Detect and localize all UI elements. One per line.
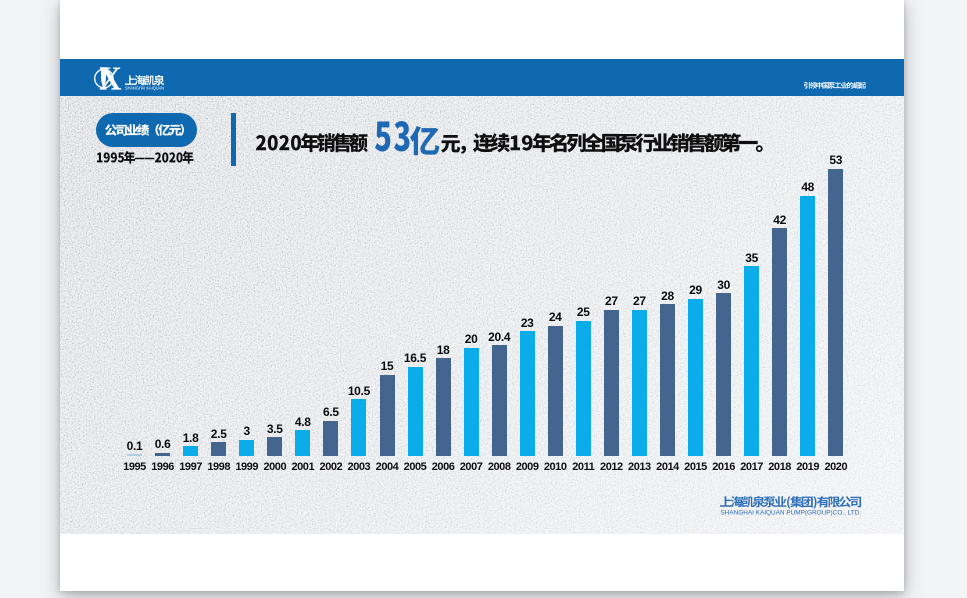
svg-text:SHANGHAI KAIQUAN: SHANGHAI KAIQUAN <box>125 86 164 91</box>
svg-text:SHANGHAI KAIQUAN PUMP(GROUP)CO: SHANGHAI KAIQUAN PUMP(GROUP)CO., LTD. <box>720 510 861 517</box>
